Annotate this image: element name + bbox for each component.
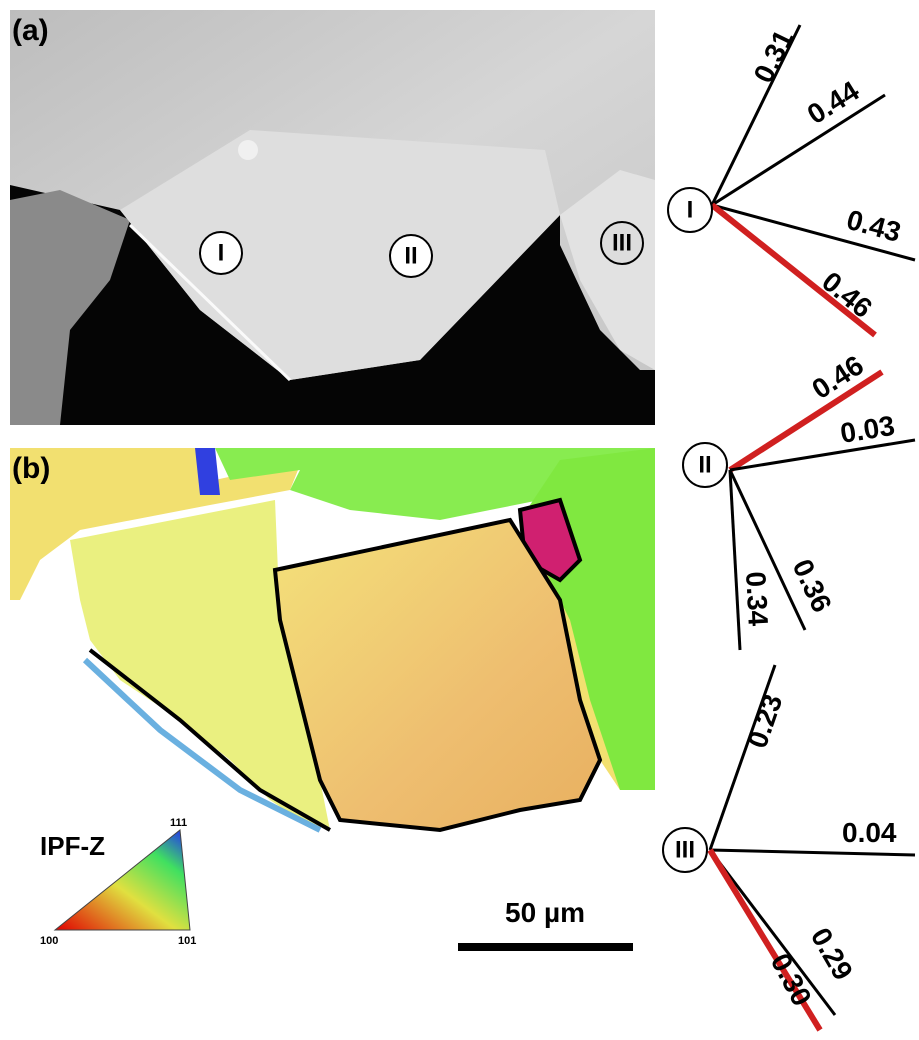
- schmid-factor: 0.30: [765, 948, 818, 1011]
- grain-label: III: [675, 837, 695, 864]
- grain-label: III: [612, 230, 632, 257]
- grain-label: I: [218, 240, 225, 267]
- panel-label: (a): [12, 14, 49, 47]
- legend-corner: 111: [170, 817, 187, 829]
- grain-label: II: [404, 243, 417, 270]
- schmid-factor: 0.23: [741, 690, 788, 752]
- schmid-factor: 0.46: [806, 349, 869, 405]
- diagram-III: III 0.23 0.04 0.29 0.30: [663, 665, 915, 1030]
- legend-corner: 101: [178, 935, 196, 947]
- figure: (a) I II III (b) IPF-Z 111 100 101 50 µm: [0, 0, 919, 1035]
- schmid-factor: 0.44: [802, 75, 865, 130]
- scale-label: 50 µm: [505, 897, 585, 928]
- diagram-I: I 0.31 0.44 0.43 0.46: [668, 25, 915, 335]
- sem-image: [10, 10, 655, 425]
- grain-label: I: [687, 197, 694, 224]
- schmid-factor: 0.29: [805, 923, 859, 986]
- grain-label: II: [698, 452, 711, 479]
- diagram-II: II 0.46 0.03 0.34 0.36: [683, 349, 915, 650]
- schmid-factor: 0.04: [842, 817, 897, 848]
- panel-label: (b): [12, 452, 50, 485]
- schmid-factor: 0.34: [740, 571, 774, 627]
- schmid-factor: 0.31: [748, 25, 800, 88]
- legend-corner: 100: [40, 935, 58, 947]
- schmid-factor: 0.43: [843, 204, 904, 248]
- legend-title: IPF-Z: [40, 831, 105, 861]
